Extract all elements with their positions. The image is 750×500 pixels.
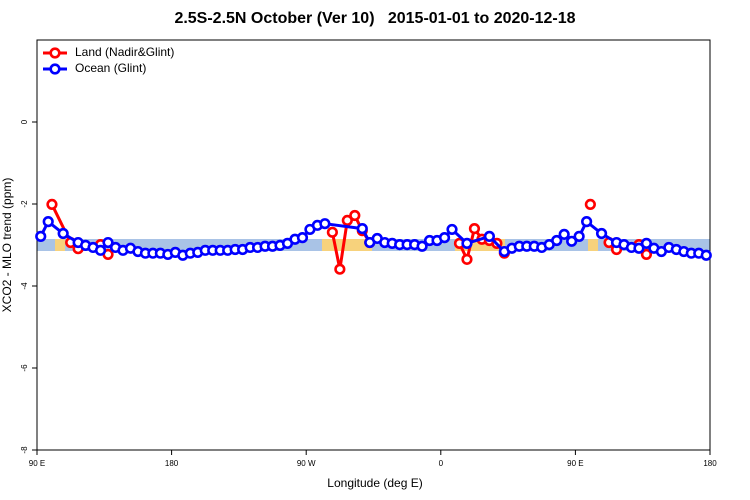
data-point xyxy=(326,226,338,238)
data-point xyxy=(461,253,473,265)
y-tick-label: -4 xyxy=(20,282,29,290)
data-point xyxy=(640,248,653,261)
legend-label: Ocean (Glint) xyxy=(75,61,146,75)
plot-frame xyxy=(36,39,711,451)
x-tick-label: 90 E xyxy=(567,459,583,468)
data-point xyxy=(581,216,593,228)
data-point xyxy=(416,240,428,252)
legend-label: Land (Nadir&Glint) xyxy=(75,45,174,59)
y-tick-label: -6 xyxy=(20,364,29,372)
data-point xyxy=(356,223,368,235)
y-tick-label: -8 xyxy=(20,446,29,454)
data-point xyxy=(102,236,114,249)
x-tick-label: 180 xyxy=(703,459,717,468)
x-axis-label: Longitude (deg E) xyxy=(327,476,422,490)
band-land xyxy=(55,239,65,251)
x-tick-label: 0 xyxy=(439,459,444,468)
y-tick-label: 0 xyxy=(20,119,29,124)
data-point xyxy=(438,232,451,244)
data-point xyxy=(341,214,353,226)
x-tick-label: 90 E xyxy=(29,459,45,468)
x-tick-label: 180 xyxy=(165,459,179,468)
legend-marker xyxy=(49,63,61,75)
data-point xyxy=(334,263,346,275)
data-point xyxy=(46,198,58,211)
data-point xyxy=(319,218,331,230)
data-point xyxy=(483,230,496,242)
data-point xyxy=(94,244,107,256)
data-point xyxy=(584,198,596,211)
chart-title: 2.5S-2.5N October (Ver 10) 2015-01-01 to… xyxy=(174,10,575,27)
data-point xyxy=(349,209,361,222)
data-point xyxy=(468,223,481,235)
legend-marker xyxy=(49,47,61,59)
data-point xyxy=(633,242,645,254)
y-tick-label: -2 xyxy=(20,200,29,208)
data-point xyxy=(573,230,585,242)
y-axis-label: XCO2 - MLO trend (ppm) xyxy=(0,178,14,313)
data-point xyxy=(35,230,47,242)
data-point xyxy=(42,216,54,228)
data-point xyxy=(446,223,458,236)
data-point xyxy=(566,235,578,247)
data-point xyxy=(57,227,69,240)
data-point xyxy=(700,249,712,261)
data-point xyxy=(461,237,473,249)
data-point xyxy=(296,232,309,244)
data-point xyxy=(595,227,608,240)
data-point xyxy=(551,234,563,247)
x-tick-label: 90 W xyxy=(297,459,316,468)
band-land xyxy=(588,239,598,251)
data-point xyxy=(640,237,653,249)
data-point xyxy=(558,228,570,240)
